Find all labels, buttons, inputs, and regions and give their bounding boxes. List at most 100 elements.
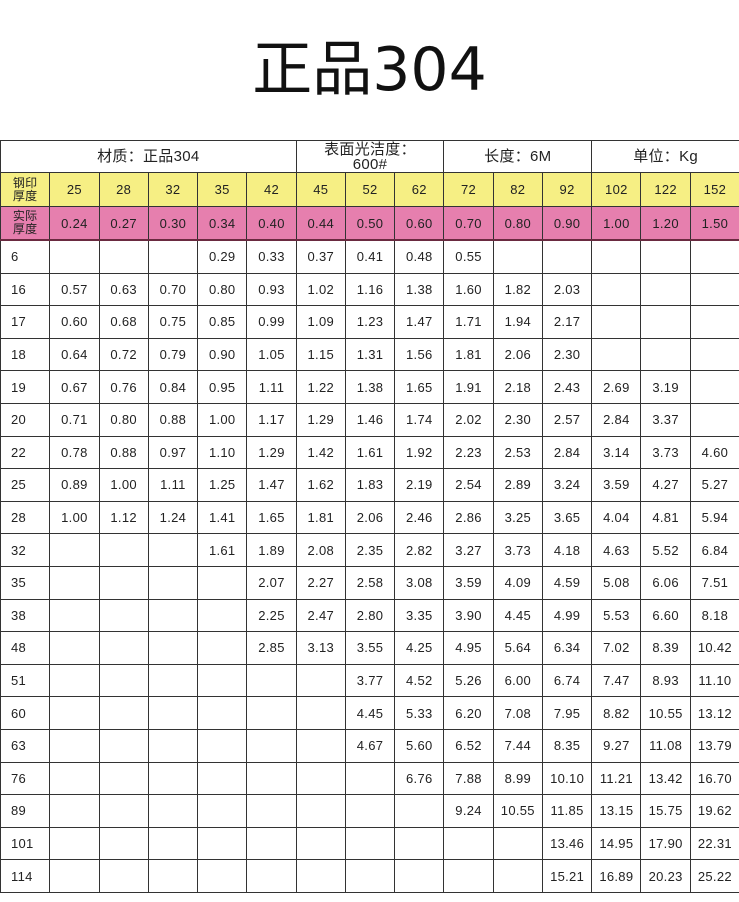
- weight-cell: 1.11: [147, 468, 199, 502]
- table-row: 19 0.67 0.76 0.84 0.95 1.11 1.22 1.38 1.65 1.91 2.…: [0, 370, 739, 404]
- weight-cell: [689, 337, 739, 372]
- diameter-cell: 35: [0, 565, 51, 600]
- stamp-thickness-row-cell: 32: [147, 172, 199, 207]
- weight-cell: 2.27: [295, 565, 346, 600]
- weight-cell: 2.58: [344, 565, 396, 600]
- weight-cell: [197, 565, 248, 600]
- weight-cell: 4.63: [591, 533, 642, 567]
- weight-cell: [197, 663, 248, 698]
- weight-cell: 3.24: [541, 468, 593, 502]
- weight-cell: 2.57: [541, 402, 593, 437]
- diameter-cell: 18: [0, 337, 51, 372]
- weight-cell: [640, 272, 691, 307]
- weight-cell: 1.81: [443, 337, 494, 372]
- weight-cell: 3.77: [344, 663, 396, 698]
- weight-cell: 16.89: [591, 859, 642, 893]
- weight-cell: 11.21: [591, 761, 642, 796]
- weight-cell: 2.47: [295, 598, 346, 633]
- actual-thickness-row-cell: 0.30: [147, 206, 199, 241]
- weight-cell: 0.63: [98, 272, 149, 307]
- weight-cell: 14.95: [591, 826, 642, 861]
- weight-cell: 0.89: [49, 468, 100, 502]
- stamp-thickness-row-cell: 92: [541, 172, 593, 207]
- weight-cell: 1.17: [246, 402, 297, 437]
- diameter-cell: 19: [0, 370, 51, 404]
- weight-cell: 2.17: [541, 305, 593, 339]
- weight-cell: [492, 826, 543, 861]
- weight-cell: [49, 728, 100, 763]
- weight-cell: 9.24: [443, 794, 494, 828]
- weight-cell: 0.41: [344, 239, 396, 274]
- table-row: 38 2.25 2.47 2.80 3.35 3.90 4.45 4.99 5.53 6.60 8.…: [0, 598, 739, 633]
- weight-cell: 0.37: [295, 239, 346, 274]
- weight-cell: [98, 533, 149, 567]
- weight-cell: 1.71: [443, 305, 494, 339]
- weight-cell: [689, 402, 739, 437]
- weight-cell: 1.24: [147, 500, 199, 535]
- weight-cell: 1.61: [344, 435, 396, 470]
- weight-cell: 6.00: [492, 663, 543, 698]
- weight-cell: 0.99: [246, 305, 297, 339]
- weight-cell: 4.27: [640, 468, 691, 502]
- weight-cell: 2.69: [591, 370, 642, 404]
- weight-cell: 0.72: [98, 337, 149, 372]
- weight-cell: 3.73: [492, 533, 543, 567]
- weight-cell: 4.25: [394, 631, 445, 665]
- weight-cell: [591, 239, 642, 274]
- weight-cell: [689, 272, 739, 307]
- weight-cell: 2.19: [394, 468, 445, 502]
- table-row: 60 4.45 5.33 6.20 7.08 7.95 8.82 10.55 13.12: [0, 696, 739, 730]
- weight-cell: [98, 239, 149, 274]
- weight-cell: 0.64: [49, 337, 100, 372]
- weight-cell: 4.81: [640, 500, 691, 535]
- weight-cell: [197, 696, 248, 730]
- diameter-cell: 101: [0, 826, 51, 861]
- weight-cell: 1.09: [295, 305, 346, 339]
- weight-cell: 0.55: [443, 239, 494, 274]
- weight-cell: [295, 794, 346, 828]
- weight-cell: [98, 794, 149, 828]
- weight-cell: [49, 598, 100, 633]
- weight-cell: [246, 696, 297, 730]
- weight-cell: [49, 859, 100, 893]
- weight-cell: 3.27: [443, 533, 494, 567]
- weight-cell: 0.48: [394, 239, 445, 274]
- diameter-cell: 51: [0, 663, 51, 698]
- weight-cell: [295, 761, 346, 796]
- stamp-thickness-row-cell: 102: [591, 172, 642, 207]
- weight-cell: 3.08: [394, 565, 445, 600]
- weight-cell: 1.56: [394, 337, 445, 372]
- weight-cell: 1.11: [246, 370, 297, 404]
- weight-cell: [197, 728, 248, 763]
- weight-cell: 1.16: [344, 272, 396, 307]
- table-row: 35 2.07 2.27 2.58 3.08 3.59 4.09 4.59 5.08 6.06 7.…: [0, 565, 739, 600]
- weight-cell: 11.85: [541, 794, 593, 828]
- weight-cell: 25.22: [689, 859, 739, 893]
- weight-cell: 10.55: [640, 696, 691, 730]
- weight-cell: 1.38: [344, 370, 396, 404]
- weight-cell: [49, 663, 100, 698]
- actual-thickness-row-cell: 0.24: [49, 206, 100, 241]
- weight-cell: 0.88: [147, 402, 199, 437]
- weight-cell: 4.18: [541, 533, 593, 567]
- weight-cell: 1.74: [394, 402, 445, 437]
- actual-thickness-row-cell: 0.44: [295, 206, 346, 241]
- weight-cell: [591, 305, 642, 339]
- weight-cell: [197, 859, 248, 893]
- weight-cell: [197, 631, 248, 665]
- weight-cell: [443, 826, 494, 861]
- weight-cell: [147, 565, 199, 600]
- weight-cell: 5.33: [394, 696, 445, 730]
- weight-cell: [591, 337, 642, 372]
- weight-cell: 1.15: [295, 337, 346, 372]
- weight-cell: 1.65: [246, 500, 297, 535]
- weight-table: 材质：正品304 表面光洁度： 600# 长度：6M 单位：Kg 钢印 厚度 25…: [0, 140, 739, 893]
- weight-cell: [394, 794, 445, 828]
- weight-cell: 4.95: [443, 631, 494, 665]
- weight-cell: 13.12: [689, 696, 739, 730]
- weight-cell: 2.23: [443, 435, 494, 470]
- weight-cell: 1.05: [246, 337, 297, 372]
- weight-cell: 2.85: [246, 631, 297, 665]
- weight-cell: 6.60: [640, 598, 691, 633]
- weight-cell: 7.44: [492, 728, 543, 763]
